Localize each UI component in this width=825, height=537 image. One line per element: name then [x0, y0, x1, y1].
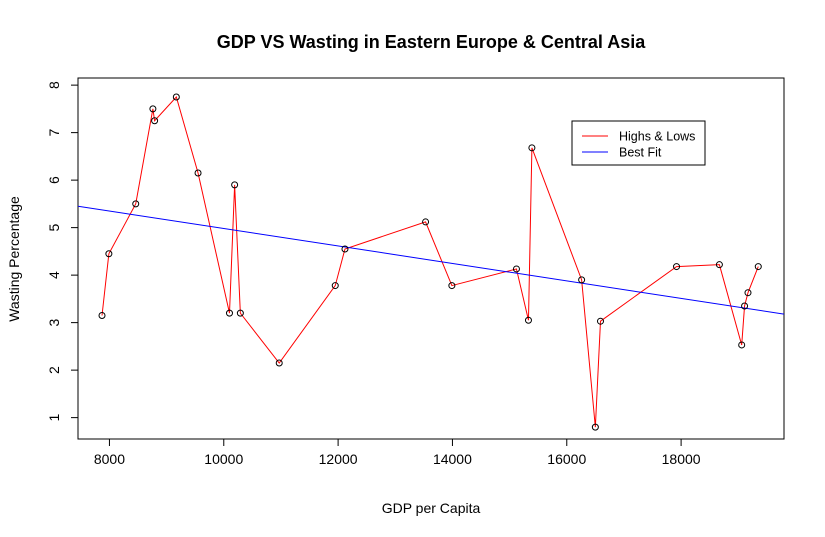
data-point [331, 282, 339, 290]
legend: Highs & Lows Best Fit [571, 120, 706, 166]
data-point [673, 263, 681, 271]
best-fit-line [78, 205, 784, 315]
data-point [194, 169, 202, 177]
data-line [101, 96, 759, 428]
y-tick-label: 5 [46, 224, 62, 232]
data-point [578, 276, 586, 284]
y-tick-label: 2 [46, 366, 62, 374]
x-tick-label: 12000 [319, 451, 358, 467]
chart-title: GDP VS Wasting in Eastern Europe & Centr… [217, 32, 646, 52]
series-layer [78, 93, 784, 431]
data-point [225, 309, 233, 317]
y-tick-label: 6 [46, 176, 62, 184]
data-point [172, 93, 180, 101]
data-point [132, 200, 140, 208]
x-tick-label: 18000 [662, 451, 701, 467]
x-axis-label: GDP per Capita [382, 500, 481, 516]
y-tick-label: 7 [46, 129, 62, 137]
data-point [744, 289, 752, 297]
data-point [596, 317, 604, 325]
x-tick-label: 8000 [94, 451, 125, 467]
data-point [341, 245, 349, 253]
x-axis: 8000 10000 12000 14000 16000 18000 [94, 438, 701, 467]
data-point [98, 312, 106, 319]
data-point [738, 341, 746, 349]
legend-box [571, 120, 706, 166]
x-tick-label: 14000 [433, 451, 472, 467]
y-tick-label: 3 [46, 319, 62, 327]
data-point [524, 316, 532, 324]
data-point [741, 302, 749, 310]
legend-label: Highs & Lows [619, 130, 695, 144]
data-point [236, 309, 244, 317]
data-point [105, 250, 113, 258]
x-tick-label: 16000 [547, 451, 586, 467]
data-point [715, 261, 723, 269]
data-point [591, 423, 599, 431]
data-point [754, 263, 762, 271]
y-tick-label: 4 [46, 271, 62, 279]
data-point [528, 144, 536, 152]
y-tick-label: 1 [46, 414, 62, 422]
data-point [275, 359, 283, 367]
data-point [149, 105, 157, 113]
data-point [512, 265, 520, 273]
y-axis-label: Wasting Percentage [6, 196, 22, 322]
data-point [151, 117, 159, 125]
data-point [231, 181, 239, 189]
data-point [448, 282, 456, 290]
y-tick-label: 8 [46, 81, 62, 89]
x-tick-label: 10000 [204, 451, 243, 467]
legend-label: Best Fit [619, 146, 662, 160]
data-point [422, 218, 430, 226]
y-axis: 1 2 3 4 5 6 7 8 [46, 81, 79, 422]
